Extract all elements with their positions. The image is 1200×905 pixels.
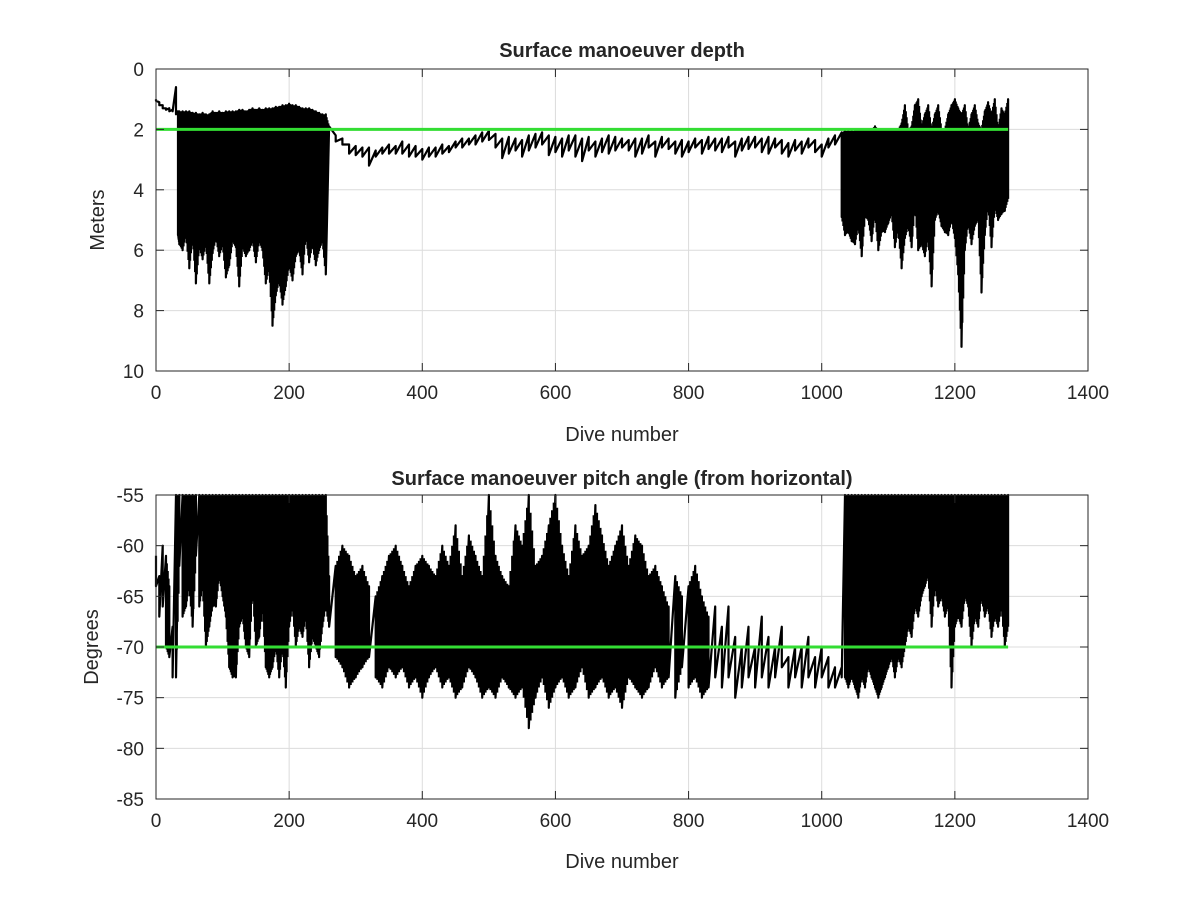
- x-tick-labels: 0 200 400 600 800 1000 1200 1400: [151, 383, 1109, 404]
- x-tick-label: 0: [151, 811, 162, 832]
- y-tick-label: -75: [117, 689, 144, 710]
- y-tick-label: 6: [133, 241, 144, 262]
- y-tick-labels: -85 -80 -75 -70 -65 -60 -55: [117, 486, 144, 811]
- data-series: [154, 86, 1010, 348]
- ticks: [155, 494, 1089, 800]
- x-tick-label: 1400: [1067, 383, 1109, 404]
- x-tick-label: 1000: [801, 383, 843, 404]
- x-tick-label: 400: [406, 811, 438, 832]
- x-tick-label: 200: [273, 811, 305, 832]
- ticks: [155, 68, 1089, 372]
- y-tick-label: -65: [117, 587, 144, 608]
- x-tick-label: 600: [540, 383, 572, 404]
- x-tick-label: 1000: [801, 811, 843, 832]
- y-tick-label: -80: [117, 739, 144, 760]
- y-tick-label: -60: [117, 537, 144, 558]
- x-tick-label: 1400: [1067, 811, 1109, 832]
- depth-panel: 0 200 400 600 800 1000 1200 1400 0 2 4 6 8 10 Surfac…: [87, 40, 1109, 446]
- x-tick-labels: 0 200 400 600 800 1000 1200 1400: [151, 811, 1109, 832]
- y-tick-label: -55: [117, 486, 144, 507]
- y-tick-label: -70: [117, 638, 144, 659]
- y-tick-label: 0: [133, 60, 144, 81]
- axes-frame: [155, 68, 1089, 372]
- y-tick-label: 2: [133, 120, 144, 141]
- pitch-panel: 0 200 400 600 800 1000 1200 1400 -85 -80 -75 -70 -6…: [81, 468, 1109, 873]
- chart-title: Surface manoeuver pitch angle (from hori…: [391, 468, 852, 490]
- data-series: [154, 493, 1010, 730]
- x-axis-label: Dive number: [565, 851, 679, 873]
- y-axis-label: Degrees: [81, 609, 103, 685]
- x-tick-label: 200: [273, 383, 305, 404]
- x-tick-label: 800: [673, 383, 705, 404]
- x-tick-label: 1200: [934, 383, 976, 404]
- y-tick-label: 8: [133, 302, 144, 323]
- x-tick-label: 1200: [934, 811, 976, 832]
- x-tick-label: 0: [151, 383, 162, 404]
- y-tick-label: 10: [123, 362, 144, 383]
- x-tick-label: 800: [673, 811, 705, 832]
- x-tick-label: 400: [406, 383, 438, 404]
- x-tick-label: 600: [540, 811, 572, 832]
- chart-title: Surface manoeuver depth: [499, 40, 745, 62]
- y-tick-label: 4: [133, 181, 144, 202]
- y-axis-label: Meters: [87, 189, 109, 250]
- y-tick-label: -85: [117, 790, 144, 811]
- x-axis-label: Dive number: [565, 424, 679, 446]
- y-tick-labels: 0 2 4 6 8 10: [123, 60, 145, 383]
